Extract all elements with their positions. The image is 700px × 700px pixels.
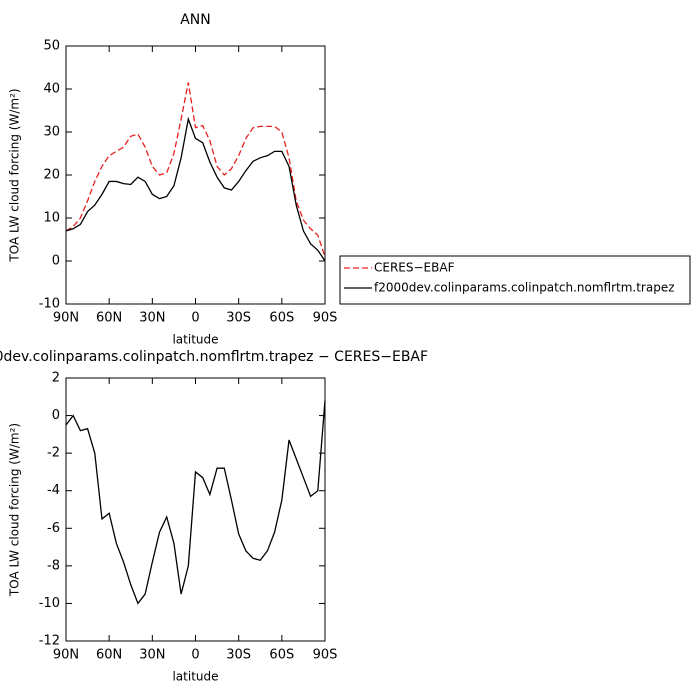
plot-frame — [65, 377, 326, 642]
y-tick-label: -10 — [39, 596, 60, 611]
y-tick-label: 20 — [43, 168, 60, 183]
y-tick-label: 0 — [52, 254, 60, 269]
y-axis-label: TOA LW cloud forcing (W/m²) — [8, 423, 22, 597]
x-tick-label: 30N — [139, 311, 165, 326]
x-tick-label: 30S — [226, 311, 251, 326]
y-tick-label: -6 — [47, 521, 60, 536]
y-tick-label: 40 — [43, 82, 60, 97]
y-axis-label: TOA LW cloud forcing (W/m²) — [8, 88, 22, 262]
x-tick-label: 0 — [191, 648, 199, 663]
y-tick-label: 30 — [43, 125, 60, 140]
y-tick-label: 50 — [43, 39, 60, 54]
data-line — [65, 116, 326, 262]
x-axis-label: latitude — [172, 670, 218, 684]
x-tick-label: 30S — [226, 648, 251, 663]
x-axis-label: latitude — [172, 333, 218, 347]
chart-title: f2000dev.colinparams.colinpatch.nomflrtm… — [0, 349, 428, 365]
x-tick-label: 0 — [191, 311, 199, 326]
y-tick-label: -10 — [39, 297, 60, 312]
x-tick-label: 60N — [96, 648, 122, 663]
legend-label: CERES−EBAF — [374, 261, 455, 275]
x-tick-label: 30N — [139, 648, 165, 663]
y-tick-label: 2 — [52, 371, 60, 386]
data-line — [65, 400, 326, 605]
y-tick-label: -8 — [47, 558, 60, 573]
plot-frame — [65, 45, 326, 305]
y-tick-label: -2 — [47, 446, 60, 461]
x-tick-label: 60N — [96, 311, 122, 326]
chart-title: ANN — [180, 12, 211, 28]
y-tick-label: -4 — [47, 483, 60, 498]
y-tick-label: -12 — [39, 634, 60, 649]
x-tick-label: 90S — [313, 311, 338, 326]
x-tick-label: 60S — [269, 648, 294, 663]
x-tick-label: 90N — [53, 648, 79, 663]
x-tick-label: 90S — [313, 648, 338, 663]
y-tick-label: 0 — [52, 408, 60, 423]
legend-label: f2000dev.colinparams.colinpatch.nomflrtm… — [374, 281, 675, 295]
x-tick-label: 60S — [269, 311, 294, 326]
x-tick-label: 90N — [53, 311, 79, 326]
legend-box — [339, 255, 691, 305]
y-tick-label: 10 — [43, 211, 60, 226]
data-line — [65, 82, 326, 257]
